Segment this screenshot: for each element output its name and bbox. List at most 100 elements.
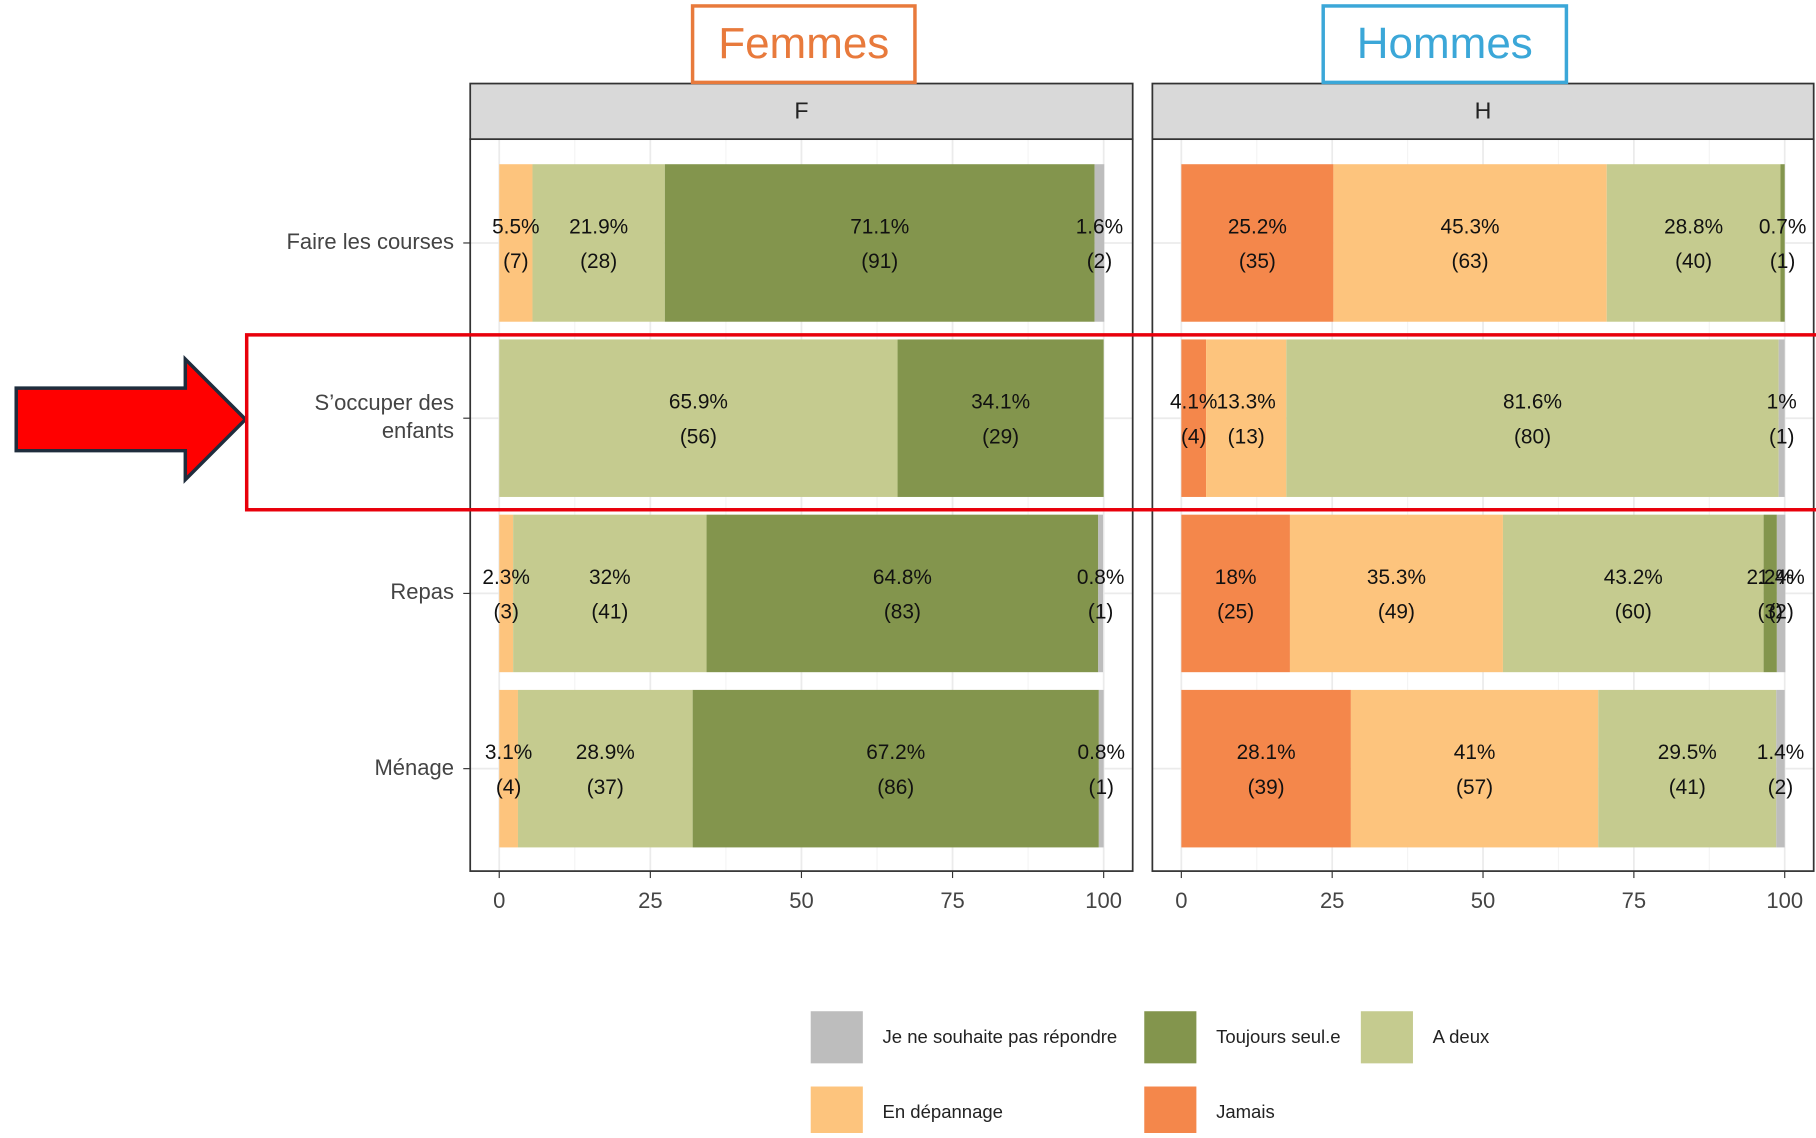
facet-title: Hommes <box>1357 19 1533 68</box>
count-label: (4) <box>1181 425 1206 448</box>
value-label: 32% <box>589 566 631 589</box>
value-label: 29.5% <box>1658 741 1717 764</box>
bar-segment <box>692 689 1099 848</box>
count-label: (2) <box>1768 776 1793 799</box>
count-label: (60) <box>1615 601 1652 624</box>
count-label: (25) <box>1217 601 1254 624</box>
strip-label: F <box>794 98 808 124</box>
count-label: (86) <box>877 776 914 799</box>
count-label: (1) <box>1770 250 1795 273</box>
value-label: 5.5% <box>492 215 539 238</box>
bar-segment <box>1098 514 1104 673</box>
count-label: (41) <box>1669 776 1706 799</box>
count-label: (2) <box>1087 250 1112 273</box>
x-tick-label: 75 <box>1622 888 1646 913</box>
value-label: 34.1% <box>971 391 1030 414</box>
x-tick-label: 50 <box>789 888 813 913</box>
value-label: 41% <box>1454 741 1496 764</box>
count-label: (80) <box>1514 425 1551 448</box>
count-label: (56) <box>680 425 717 448</box>
legend-label: Je ne souhaite pas répondre <box>883 1026 1118 1047</box>
count-label: (1) <box>1769 425 1794 448</box>
count-label: (13) <box>1228 425 1265 448</box>
arrow <box>14 354 248 484</box>
value-label: 28.8% <box>1664 215 1723 238</box>
value-label: 2.3% <box>482 566 529 589</box>
bar-segment <box>1776 514 1786 673</box>
count-label: (35) <box>1239 250 1276 273</box>
legend-swatch <box>810 1086 863 1138</box>
bar-segment <box>1598 689 1777 848</box>
x-tick-label: 100 <box>1085 888 1122 913</box>
count-label: (4) <box>496 776 521 799</box>
value-label: 4.1% <box>1170 391 1217 414</box>
value-label: 67.2% <box>866 741 925 764</box>
x-tick-label: 25 <box>1320 888 1344 913</box>
value-label: 18% <box>1215 566 1257 589</box>
bar-segment <box>517 689 693 848</box>
y-tick-label-box: Repas <box>390 580 454 606</box>
bar-segment <box>1333 164 1607 322</box>
x-tick-label: 50 <box>1471 888 1495 913</box>
value-label: 35.3% <box>1367 566 1426 589</box>
facet-title: Femmes <box>718 19 889 68</box>
count-label: (49) <box>1378 601 1415 624</box>
count-label: (7) <box>503 250 528 273</box>
bar-segment <box>1098 689 1104 848</box>
x-tick-label: 0 <box>1175 888 1187 913</box>
count-label: (29) <box>982 425 1019 448</box>
bar-segment <box>1606 164 1781 322</box>
y-tick-label: Repas <box>390 580 454 606</box>
value-label: 45.3% <box>1441 215 1500 238</box>
value-label: 28.9% <box>576 741 635 764</box>
bar-segment <box>1776 689 1785 848</box>
bar-segment <box>1094 164 1105 322</box>
value-label: 2.2% <box>1746 566 1793 589</box>
bar-segment <box>1181 689 1351 848</box>
count-label: (57) <box>1456 776 1493 799</box>
bar-segment <box>1206 339 1287 497</box>
value-label: 0.8% <box>1078 741 1125 764</box>
count-label: (2) <box>1768 601 1793 624</box>
count-label: (3) <box>493 601 518 624</box>
bar-segment <box>1181 164 1334 322</box>
value-label: 0.7% <box>1759 215 1806 238</box>
value-label: 1.6% <box>1076 215 1123 238</box>
bar-segment <box>499 514 514 673</box>
value-label: 3.1% <box>485 741 532 764</box>
bar-segment <box>1502 514 1764 673</box>
value-label: 64.8% <box>873 566 932 589</box>
y-tick-label-box: Ménage <box>374 756 454 780</box>
legend-label: Jamais <box>1216 1101 1275 1122</box>
x-tick-label: 0 <box>493 888 505 913</box>
value-label: 71.1% <box>850 215 909 238</box>
y-tick-label-box: Faire les courses <box>286 230 454 254</box>
x-tick-label: 25 <box>638 888 662 913</box>
legend-swatch <box>1144 1011 1197 1064</box>
count-label: (28) <box>580 250 617 273</box>
value-label: 65.9% <box>669 391 728 414</box>
count-label: (37) <box>587 776 624 799</box>
x-tick-label: 75 <box>940 888 964 913</box>
bar-segment <box>1780 164 1785 322</box>
value-label: 21.9% <box>569 215 628 238</box>
bar-segment <box>513 514 707 673</box>
bar-segment <box>1181 339 1207 497</box>
count-label: (39) <box>1248 776 1285 799</box>
value-label: 1.4% <box>1757 741 1804 764</box>
bar-segment <box>1763 514 1777 673</box>
value-label: 25.2% <box>1228 215 1287 238</box>
count-label: (1) <box>1089 776 1114 799</box>
legend-swatch <box>1144 1086 1197 1138</box>
bar-segment <box>499 164 533 322</box>
value-label: 1% <box>1767 391 1797 414</box>
value-label: 28.1% <box>1237 741 1296 764</box>
y-tick-label: S’occuper des enfants <box>314 391 454 444</box>
value-label: 81.6% <box>1503 391 1562 414</box>
legend-swatch <box>810 1011 863 1064</box>
count-label: (3) <box>1758 601 1783 624</box>
value-label: 43.2% <box>1604 566 1663 589</box>
bar-segment <box>1286 339 1779 497</box>
